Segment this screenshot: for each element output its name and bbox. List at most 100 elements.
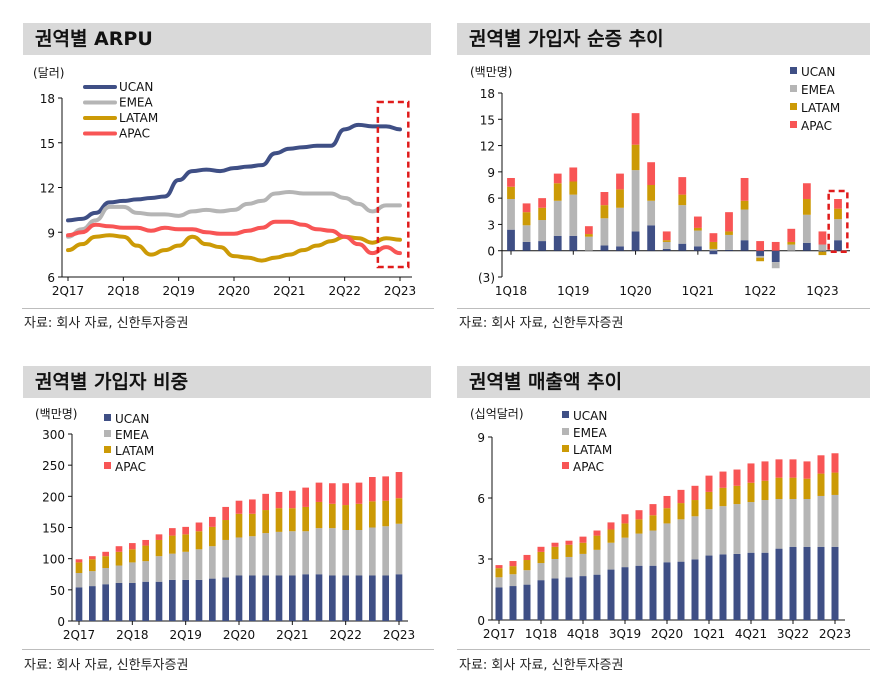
- bar-ucan-4Q21: [315, 574, 323, 621]
- bar-ucan-3Q21: [302, 574, 309, 621]
- x-tick-label: 2Q23: [819, 627, 851, 641]
- bar-ucan-3Q22: [789, 546, 797, 620]
- line-ucan: [66, 122, 402, 223]
- bar-ucan-4Q21: [740, 240, 749, 251]
- y-tick-label: 15: [480, 113, 495, 127]
- x-tick-label: 1Q18: [525, 627, 557, 641]
- y-tick-label: 250: [42, 459, 65, 473]
- bar-latam-4Q22: [803, 478, 811, 500]
- bar-emea-2Q21: [719, 506, 727, 555]
- bar-apac-1Q21: [705, 475, 713, 492]
- divider: [22, 308, 434, 309]
- bar-apac-3Q20: [677, 489, 685, 504]
- legend-swatch-emea: [104, 430, 111, 437]
- bar-apac-2Q18: [522, 203, 531, 213]
- bar-emea-2Q21: [289, 531, 296, 576]
- y-tick-label: 6: [477, 492, 485, 506]
- y-tick-label: 3: [487, 218, 495, 232]
- bar-ucan-2Q23: [834, 240, 842, 251]
- bar-latam-4Q21: [740, 200, 749, 210]
- bar-emea-3Q21: [733, 504, 741, 554]
- bar-ucan-4Q22: [803, 546, 811, 620]
- bar-latam-1Q21: [275, 508, 283, 532]
- x-tick-label: 1Q18: [495, 284, 527, 298]
- bar-emea-3Q20: [249, 536, 256, 576]
- x-tick-label: 2Q23: [384, 284, 416, 298]
- bar-emea-1Q19: [569, 194, 578, 236]
- bar-apac-2Q21: [289, 490, 296, 509]
- bar-apac-1Q19: [169, 528, 176, 536]
- bar-apac-1Q22: [761, 461, 769, 481]
- bar-emea-1Q21: [275, 531, 283, 576]
- legend-swatch-latam: [790, 103, 797, 110]
- divider: [457, 308, 870, 309]
- x-tick-label: 2Q20: [223, 628, 255, 642]
- bar-emea-3Q22: [787, 244, 796, 251]
- bar-apac-2Q20: [663, 495, 671, 509]
- bar-emea-2Q23: [395, 523, 403, 575]
- bar-latam-4Q17: [523, 560, 531, 571]
- bar-emea-2Q17: [75, 573, 83, 588]
- bar-ucan-4Q17: [523, 584, 531, 620]
- y-tick-label: 0: [487, 245, 495, 259]
- bar-emea-1Q19: [593, 549, 601, 575]
- bar-apac-4Q19: [209, 516, 216, 527]
- bar-apac-2Q23: [834, 199, 842, 209]
- legend-label-latam: LATAM: [801, 101, 840, 115]
- bar-apac-3Q17: [509, 561, 517, 567]
- bar-latam-4Q20: [691, 500, 699, 517]
- x-tick-label: 2Q17: [52, 284, 84, 298]
- bar-ucan-1Q20: [649, 565, 657, 620]
- bar-apac-3Q21: [725, 212, 733, 232]
- chart-title-net-adds: 권역별 가입자 순증 추이: [457, 23, 870, 55]
- source-note: 자료: 회사 자료, 신한투자증권: [24, 658, 189, 673]
- y-tick-label: 100: [42, 553, 65, 567]
- bar-emea-2Q20: [235, 537, 243, 576]
- bar-latam-3Q21: [733, 485, 741, 505]
- bar-apac-1Q20: [631, 113, 640, 145]
- bar-ucan-4Q20: [691, 559, 699, 620]
- y-tick-label: 12: [480, 140, 495, 154]
- bar-latam-2Q21: [289, 508, 296, 532]
- bar-latam-2Q17: [75, 562, 83, 574]
- bar-apac-1Q21: [275, 491, 283, 509]
- legend-label-emea: EMEA: [801, 83, 836, 97]
- bar-ucan-2Q22: [775, 548, 783, 620]
- legend-swatch-apac: [790, 121, 797, 128]
- bar-emea-1Q18: [115, 565, 123, 583]
- y-tick-label: 12: [40, 182, 55, 196]
- x-tick-label: 2Q19: [169, 628, 201, 642]
- bar-ucan-1Q23: [382, 575, 389, 621]
- bar-apac-2Q18: [551, 542, 559, 547]
- x-tick-label: 2Q20: [218, 284, 250, 298]
- divider: [22, 649, 434, 650]
- bar-emea-4Q20: [691, 516, 699, 560]
- bar-emea-4Q19: [635, 533, 643, 566]
- x-tick-label: 3Q22: [777, 627, 809, 641]
- bar-latam-1Q23: [817, 473, 825, 496]
- bar-apac-4Q21: [740, 177, 749, 201]
- source-note: 자료: 회사 자료, 신한투자증권: [24, 316, 189, 331]
- bar-emea-4Q18: [553, 200, 562, 236]
- bar-emea-3Q19: [600, 218, 609, 246]
- x-tick-label: 2Q22: [329, 628, 361, 642]
- bar-ucan-1Q20: [222, 577, 229, 621]
- y-tick-label: 15: [40, 137, 55, 151]
- bar-latam-3Q20: [677, 503, 685, 520]
- bar-emea-2Q22: [342, 529, 349, 576]
- legend-label-apac: APAC: [119, 127, 150, 141]
- bar-apac-2Q22: [775, 459, 783, 478]
- bar-apac-4Q21: [315, 482, 323, 502]
- bar-apac-2Q19: [584, 226, 593, 235]
- bar-apac-3Q18: [565, 540, 573, 545]
- x-tick-label: 1Q22: [744, 284, 776, 298]
- bar-apac-1Q20: [649, 504, 657, 516]
- bar-apac-3Q19: [621, 514, 629, 524]
- bar-emea-2Q20: [663, 523, 671, 563]
- bar-ucan-1Q19: [169, 579, 176, 621]
- bar-ucan-4Q19: [209, 578, 216, 621]
- bar-latam-1Q20: [631, 144, 640, 171]
- bar-latam-2Q19: [584, 234, 593, 237]
- bar-apac-4Q21: [747, 463, 755, 483]
